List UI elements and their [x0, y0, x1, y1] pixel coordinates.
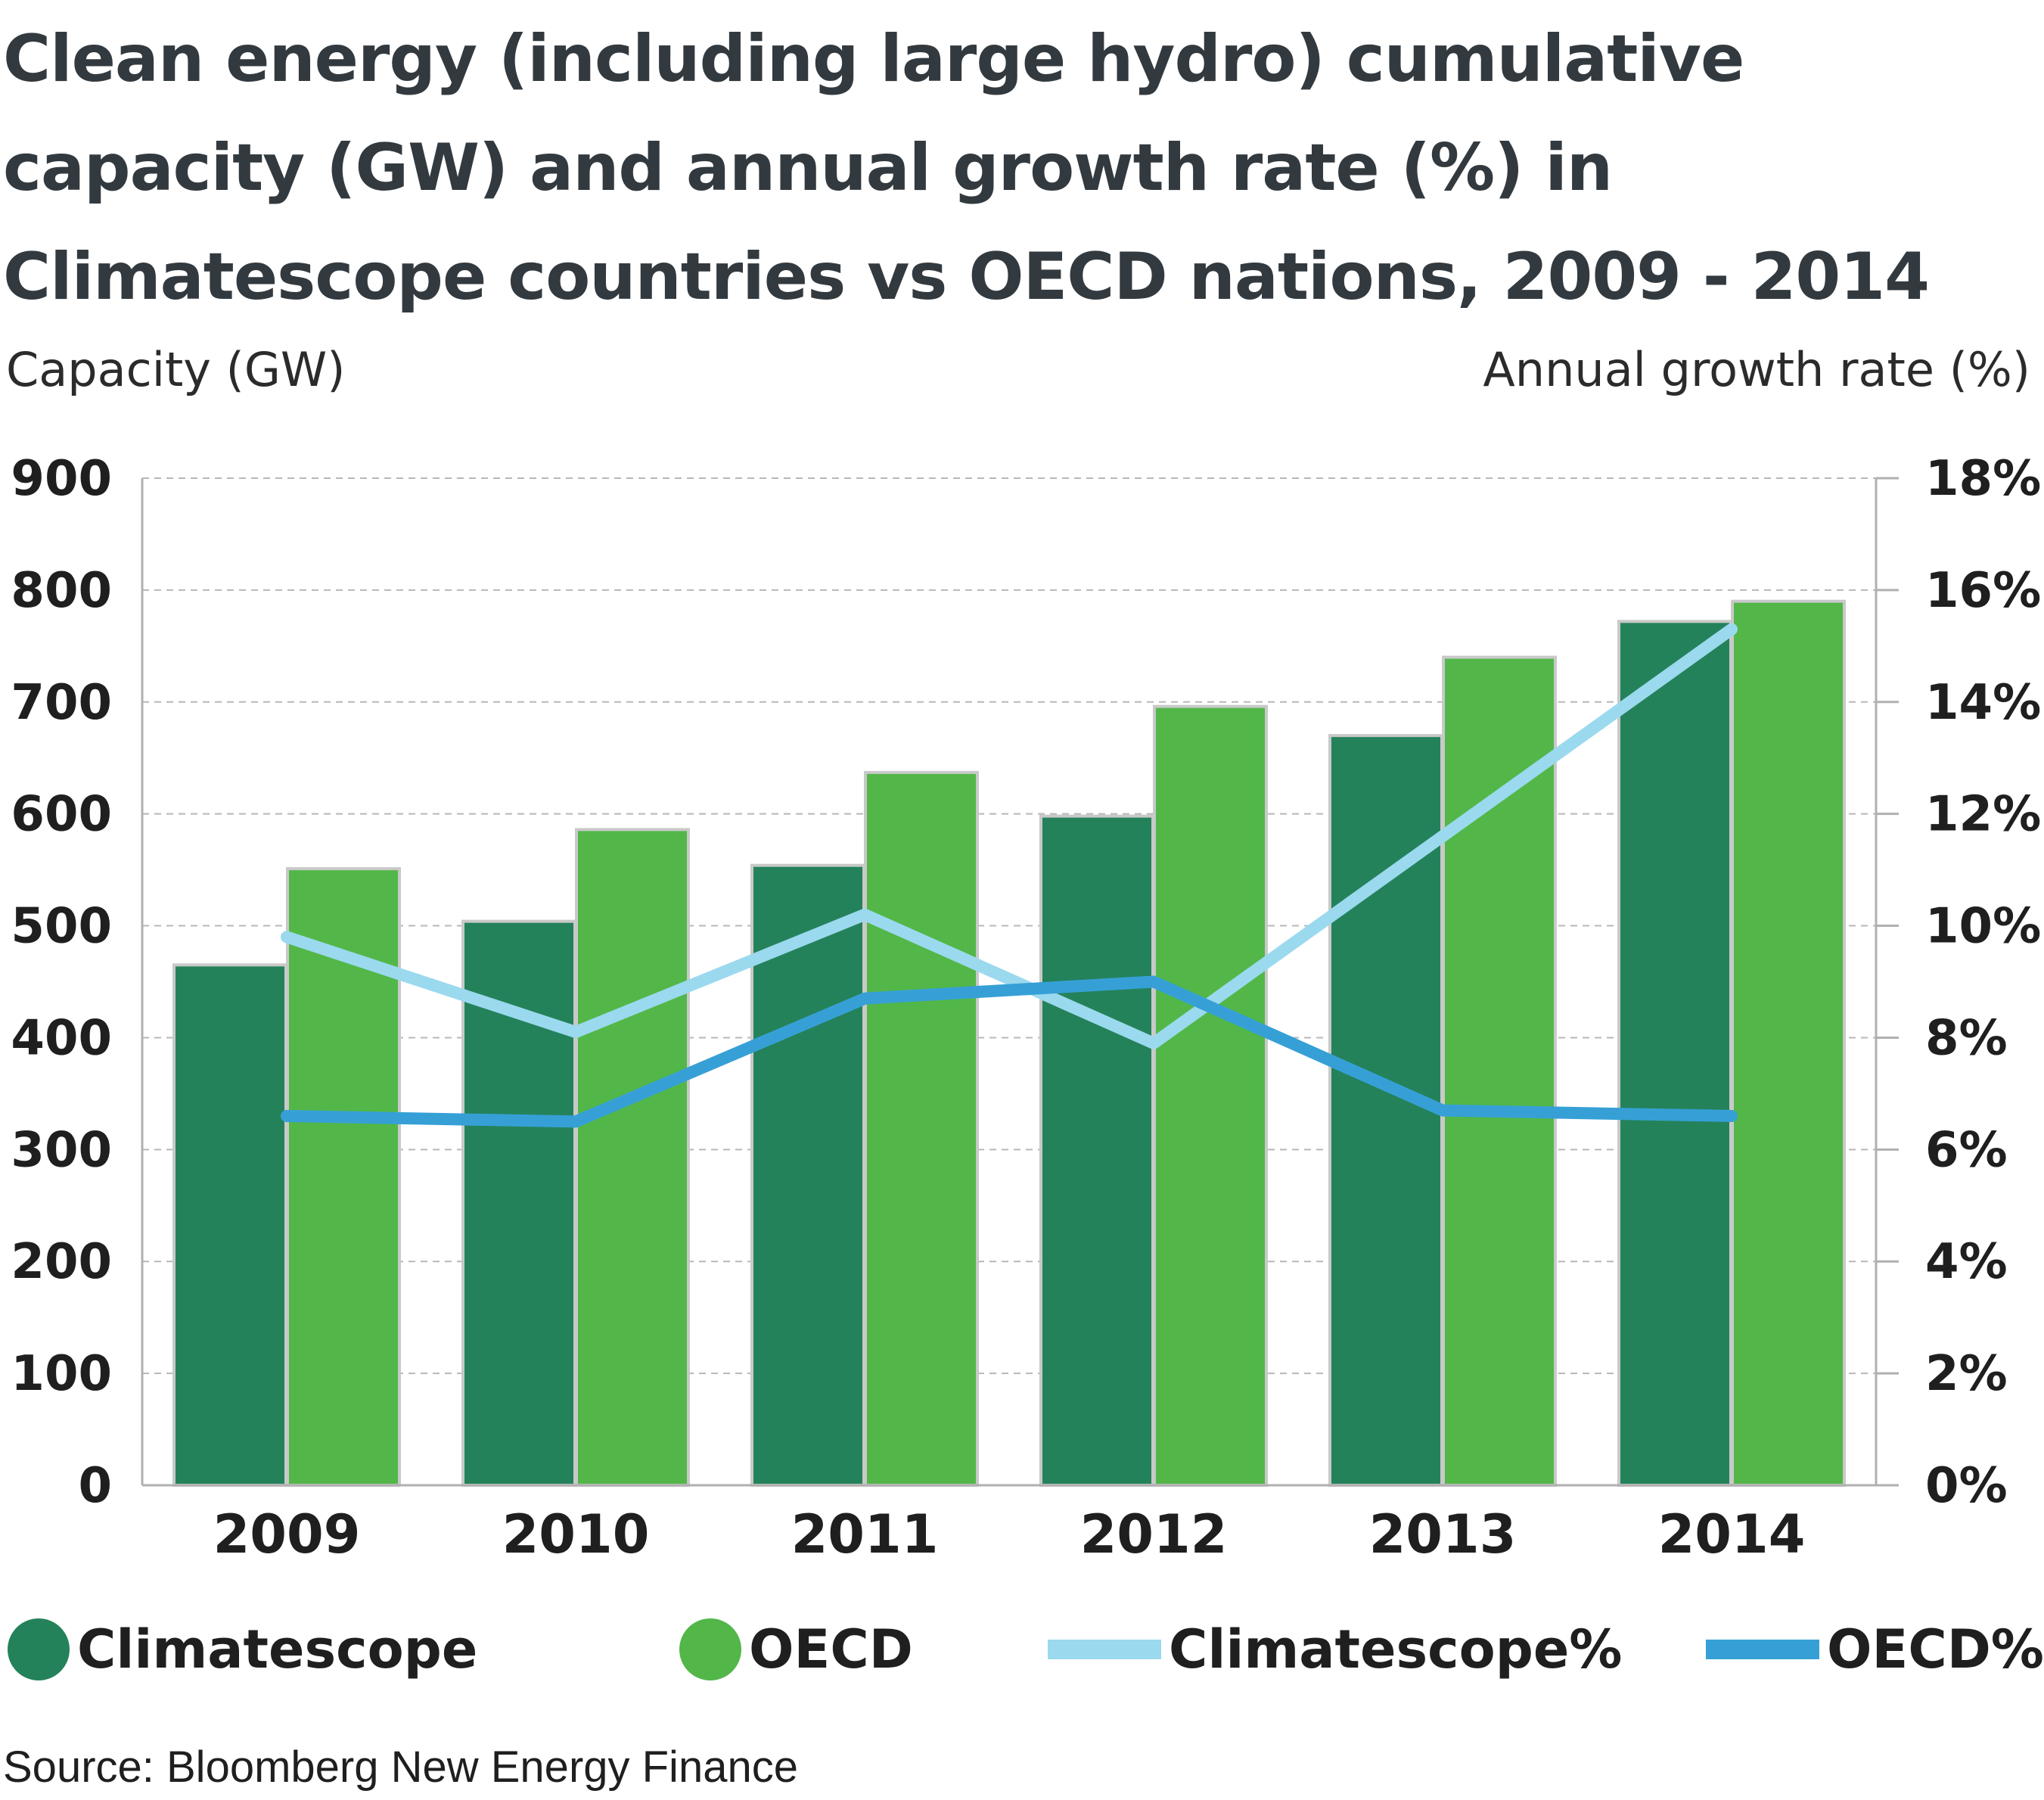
- y-tick-right: 2%: [1925, 1346, 2008, 1402]
- y-tick-right: 0%: [1925, 1458, 2008, 1514]
- growth-lines: [281, 623, 1738, 1128]
- bar-climatescope-2010: [461, 919, 576, 1487]
- bar-oecd-2014: [1731, 599, 1846, 1488]
- y-tick-right: 10%: [1925, 899, 2041, 955]
- y-tick-right: 6%: [1925, 1122, 2008, 1178]
- gridlines: [142, 477, 1876, 1375]
- y-tick-left: 300: [11, 1122, 112, 1178]
- legend: Climatescope OECD Climatescope% OECD%: [0, 1612, 2044, 1687]
- legend-label-oecd-pct: OECD%: [1827, 1618, 2044, 1680]
- legend-swatch-climatescope-pct: [1048, 1640, 1161, 1659]
- point-oecd-pct-2009: [286, 1115, 287, 1117]
- bar-climatescope-2009: [172, 963, 287, 1487]
- x-tick-label: 2013: [1369, 1503, 1517, 1565]
- chart-title: Clean energy (including large hydro) cum…: [3, 21, 1930, 315]
- x-tick-label: 2009: [213, 1503, 361, 1565]
- tick-labels: 0 100 200 300 400 500 600 700 800 900 0% 2% 4% 6% 8% 10…: [11, 451, 2041, 1565]
- point-climatescope-pct-2009: [286, 936, 287, 938]
- y-tick-right: 12%: [1925, 787, 2041, 843]
- legend-item-climatescope: Climatescope: [8, 1612, 477, 1687]
- x-tick-label: 2011: [791, 1503, 939, 1565]
- y-tick-right: 14%: [1925, 675, 2041, 731]
- y-tick-left: 800: [11, 563, 112, 619]
- point-oecd-pct-2011: [864, 997, 865, 999]
- y-tick-right: 4%: [1925, 1234, 2008, 1290]
- point-climatescope-pct-2012: [1153, 1042, 1154, 1044]
- axes: [141, 477, 1899, 1487]
- bar-climatescope-2012: [1039, 814, 1154, 1487]
- point-climatescope-pct-2013: [1442, 835, 1443, 838]
- y-axis-left-title: Capacity (GW): [6, 342, 346, 397]
- point-oecd-pct-2012: [1153, 981, 1154, 983]
- y-tick-right: 8%: [1925, 1010, 2008, 1066]
- y-tick-left: 0: [78, 1458, 112, 1514]
- point-oecd-pct-2013: [1442, 1109, 1443, 1111]
- source-note: Source: Bloomberg New Energy Finance: [3, 1742, 798, 1792]
- y-tick-right: 16%: [1925, 563, 2041, 619]
- y-tick-left: 600: [11, 787, 112, 843]
- legend-item-oecd-pct: OECD%: [1706, 1612, 2044, 1687]
- x-tick-label: 2010: [502, 1503, 650, 1565]
- y-tick-left: 200: [11, 1234, 112, 1290]
- legend-label-climatescope-pct: Climatescope%: [1169, 1618, 1623, 1680]
- y-tick-left: 400: [11, 1010, 112, 1066]
- point-oecd-pct-2014: [1731, 1115, 1732, 1117]
- x-tick-label: 2012: [1080, 1503, 1228, 1565]
- point-oecd-pct-2010: [575, 1121, 576, 1123]
- legend-item-climatescope-pct: Climatescope%: [1048, 1612, 1622, 1687]
- legend-swatch-oecd: [679, 1618, 741, 1680]
- y-tick-left: 100: [11, 1346, 112, 1402]
- bar-oecd-2012: [1153, 704, 1268, 1487]
- legend-item-oecd: OECD: [679, 1612, 913, 1687]
- point-climatescope-pct-2014: [1731, 628, 1732, 630]
- legend-swatch-oecd-pct: [1706, 1640, 1819, 1659]
- y-tick-left: 700: [11, 675, 112, 731]
- line-oecd-pct: [281, 975, 1738, 1128]
- point-climatescope-pct-2011: [864, 913, 865, 916]
- line-climatescope-pct: [281, 623, 1738, 1049]
- y-tick-right: 18%: [1925, 451, 2041, 507]
- y-tick-left: 500: [11, 899, 112, 955]
- bar-oecd-2013: [1442, 655, 1557, 1487]
- chart-area: 0 100 200 300 400 500 600 700 800 900 0% 2% 4% 6% 8% 10…: [11, 451, 2041, 1565]
- bar-climatescope-2014: [1617, 620, 1732, 1488]
- legend-swatch-climatescope: [8, 1618, 70, 1680]
- point-climatescope-pct-2010: [575, 1031, 576, 1034]
- x-tick-label: 2014: [1658, 1503, 1806, 1565]
- legend-label-climatescope: Climatescope: [77, 1618, 478, 1680]
- y-axis-right-title: Annual growth rate (%): [1483, 342, 2030, 397]
- legend-label-oecd: OECD: [749, 1618, 913, 1680]
- bar-oecd-2010: [575, 828, 690, 1487]
- bar-oecd-2011: [864, 770, 979, 1487]
- y-tick-left: 900: [11, 451, 112, 507]
